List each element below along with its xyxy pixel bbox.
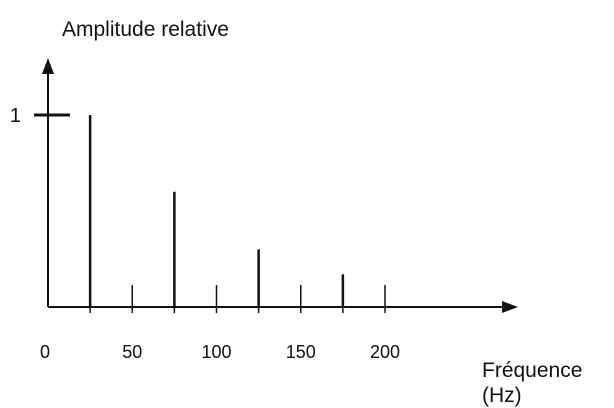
spectral-lines — [88, 115, 345, 307]
x-tick-labels: 0 50 100 150 200 — [40, 342, 400, 362]
x-tick-label-100: 100 — [201, 342, 231, 362]
x-tick-label-50: 50 — [122, 342, 142, 362]
y-tick-label-1: 1 — [10, 105, 21, 127]
x-axis-title-line1: Fréquence — [482, 359, 582, 382]
x-tick-label-0: 0 — [40, 342, 50, 362]
x-tick-label-150: 150 — [286, 342, 316, 362]
x-axis-title-line2: (Hz) — [482, 384, 522, 407]
y-axis-title: Amplitude relative — [62, 18, 229, 41]
x-tick-marks — [89, 285, 386, 313]
x-tick-label-200: 200 — [370, 342, 400, 362]
x-axis-arrow — [502, 301, 518, 313]
y-axis-arrow — [42, 58, 54, 74]
